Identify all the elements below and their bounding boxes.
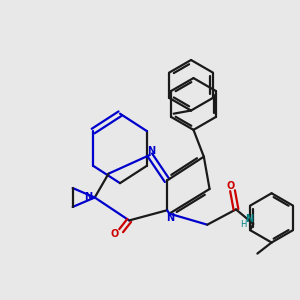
Text: O: O bbox=[227, 181, 235, 191]
Text: O: O bbox=[110, 230, 118, 239]
Text: N: N bbox=[166, 213, 174, 224]
Text: N: N bbox=[147, 146, 155, 156]
Text: N: N bbox=[245, 214, 253, 224]
Text: N: N bbox=[84, 192, 92, 202]
Text: H: H bbox=[241, 220, 247, 229]
